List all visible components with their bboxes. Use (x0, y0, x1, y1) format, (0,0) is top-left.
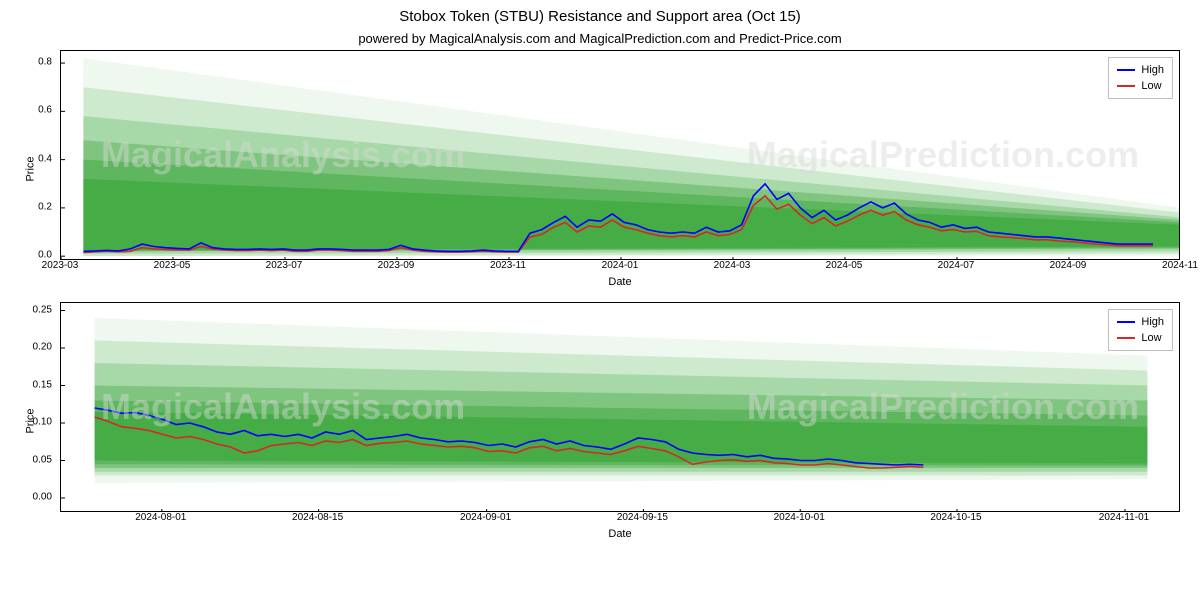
chart-2-plot: MagicalAnalysis.com MagicalPrediction.co… (60, 302, 1180, 512)
xtick-label: 2024-11-01 (1099, 512, 1149, 523)
xtick-label: 2023-03 (42, 260, 79, 271)
xtick-label: 2024-01 (602, 260, 639, 271)
xtick-label: 2023-05 (154, 260, 191, 271)
ytick-label: 0.10 (33, 417, 52, 428)
legend-low-line (1117, 337, 1135, 339)
xtick-label: 2024-07 (938, 260, 975, 271)
ytick-label: 0.8 (38, 57, 52, 68)
xtick-label: 2024-09-15 (617, 512, 668, 523)
ytick-label: 0.25 (33, 304, 52, 315)
page-subtitle: powered by MagicalAnalysis.com and Magic… (0, 31, 1200, 46)
legend-high-label: High (1141, 314, 1164, 330)
ytick-label: 0.05 (33, 454, 52, 465)
xtick-label: 2024-05 (826, 260, 863, 271)
chart-1-legend: High Low (1108, 57, 1173, 99)
chart-1-ylabel: Price (25, 156, 37, 181)
ytick-label: 0.2 (38, 201, 52, 212)
legend-low-label: Low (1141, 78, 1161, 94)
chart-2-legend: High Low (1108, 309, 1173, 351)
xtick-label: 2024-08-01 (135, 512, 186, 523)
ytick-label: 0.15 (33, 379, 52, 390)
legend-high-row: High (1117, 62, 1164, 78)
xtick-label: 2024-10-15 (930, 512, 981, 523)
chart-1-container: Price 0.00.20.40.60.8 MagicalAnalysis.co… (60, 50, 1180, 288)
xtick-label: 2024-03 (714, 260, 751, 271)
xtick-label: 2023-07 (266, 260, 303, 271)
page-title: Stobox Token (STBU) Resistance and Suppo… (0, 8, 1200, 25)
chart-1-svg (61, 51, 1180, 260)
ytick-label: 0.6 (38, 105, 52, 116)
legend-low-line (1117, 85, 1135, 87)
xtick-label: 2024-08-15 (292, 512, 343, 523)
chart-2-svg (61, 303, 1180, 512)
xtick-label: 2024-10-01 (774, 512, 825, 523)
chart-2-xlabel: Date (60, 528, 1180, 540)
ytick-label: 0.20 (33, 342, 52, 353)
xtick-label: 2023-09 (378, 260, 415, 271)
legend-low-row: Low (1117, 78, 1164, 94)
legend-high-row: High (1117, 314, 1164, 330)
legend-high-line (1117, 321, 1135, 323)
legend-high-label: High (1141, 62, 1164, 78)
xtick-label: 2023-11 (490, 260, 526, 271)
chart-1-xticks: 2023-032023-052023-072023-092023-112024-… (60, 260, 1180, 274)
chart-2-container: Price 0.000.050.100.150.200.25 MagicalAn… (60, 302, 1180, 540)
legend-low-label: Low (1141, 330, 1161, 346)
chart-1-xlabel: Date (60, 276, 1180, 288)
chart-2-xticks: 2024-08-01 2024-08-15 2024-09-01 2024-09-15… (60, 512, 1180, 526)
legend-high-line (1117, 69, 1135, 71)
ytick-label: 0.00 (33, 492, 52, 503)
chart-1-plot: MagicalAnalysis.com MagicalPrediction.co… (60, 50, 1180, 260)
legend-low-row: Low (1117, 330, 1164, 346)
xtick-label: 2024-09 (1050, 260, 1087, 271)
xtick-label: 2024-11 (1162, 260, 1198, 271)
xtick-label: 2024-09-01 (460, 512, 511, 523)
ytick-label: 0.4 (38, 153, 52, 164)
